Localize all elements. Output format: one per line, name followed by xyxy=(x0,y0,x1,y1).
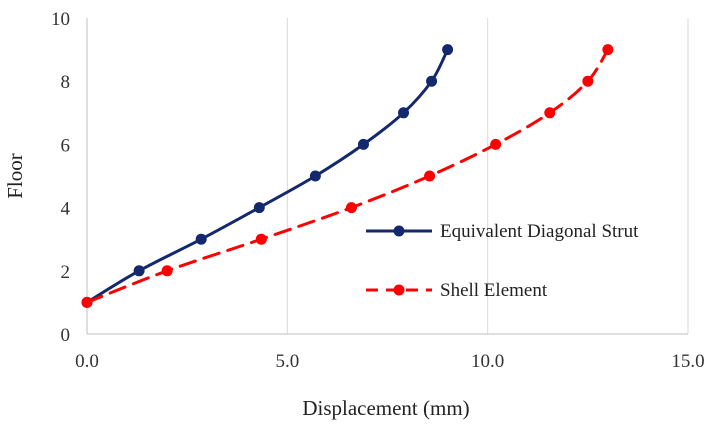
data-point xyxy=(161,265,173,277)
data-point xyxy=(582,75,594,87)
legend-entry: Equivalent Diagonal Strut xyxy=(366,221,639,242)
data-point xyxy=(133,265,145,277)
data-point xyxy=(309,170,321,182)
data-point xyxy=(442,44,454,56)
axes xyxy=(86,18,688,335)
series-line-equivalent-diagonal-strut xyxy=(85,48,450,304)
x-tick-label: 0.0 xyxy=(75,351,99,372)
data-point xyxy=(426,75,438,87)
y-tick-label: 2 xyxy=(61,262,71,283)
data-point xyxy=(544,107,556,119)
data-point xyxy=(398,107,410,119)
y-tick-label: 4 xyxy=(61,199,71,220)
data-point xyxy=(424,170,436,182)
series-line-shell-element xyxy=(85,48,610,304)
y-tick-label: 10 xyxy=(51,9,70,30)
y-axis-title: Floor xyxy=(3,153,27,199)
x-tick-label: 15.0 xyxy=(671,351,704,372)
data-point xyxy=(195,233,207,245)
data-point xyxy=(490,138,502,150)
y-tick-label: 6 xyxy=(61,135,71,156)
legend-entry: Shell Element xyxy=(366,280,548,301)
data-point xyxy=(253,202,265,214)
y-tick-label: 0 xyxy=(61,325,71,346)
data-point xyxy=(357,138,369,150)
data-point xyxy=(255,233,267,245)
x-tick-label: 10.0 xyxy=(471,351,504,372)
tick-labels: 0.0 5.0 10.0 15.0 0 2 4 6 8 10 xyxy=(51,9,705,372)
series xyxy=(81,44,614,308)
legend-swatch-marker xyxy=(393,284,405,296)
legend-label: Shell Element xyxy=(440,280,548,301)
data-point xyxy=(602,44,614,56)
data-point xyxy=(345,202,357,214)
y-tick-label: 8 xyxy=(61,72,71,93)
data-point xyxy=(81,296,93,308)
series-shell-element xyxy=(81,44,614,308)
x-tick-label: 5.0 xyxy=(275,351,299,372)
legend: Equivalent Diagonal Strut Shell Element xyxy=(366,221,639,301)
x-axis-title: Displacement (mm) xyxy=(302,396,469,420)
series-equivalent-diagonal-strut xyxy=(81,44,454,308)
legend-label: Equivalent Diagonal Strut xyxy=(440,221,639,242)
grid xyxy=(286,18,689,334)
legend-swatch-marker xyxy=(393,225,405,237)
